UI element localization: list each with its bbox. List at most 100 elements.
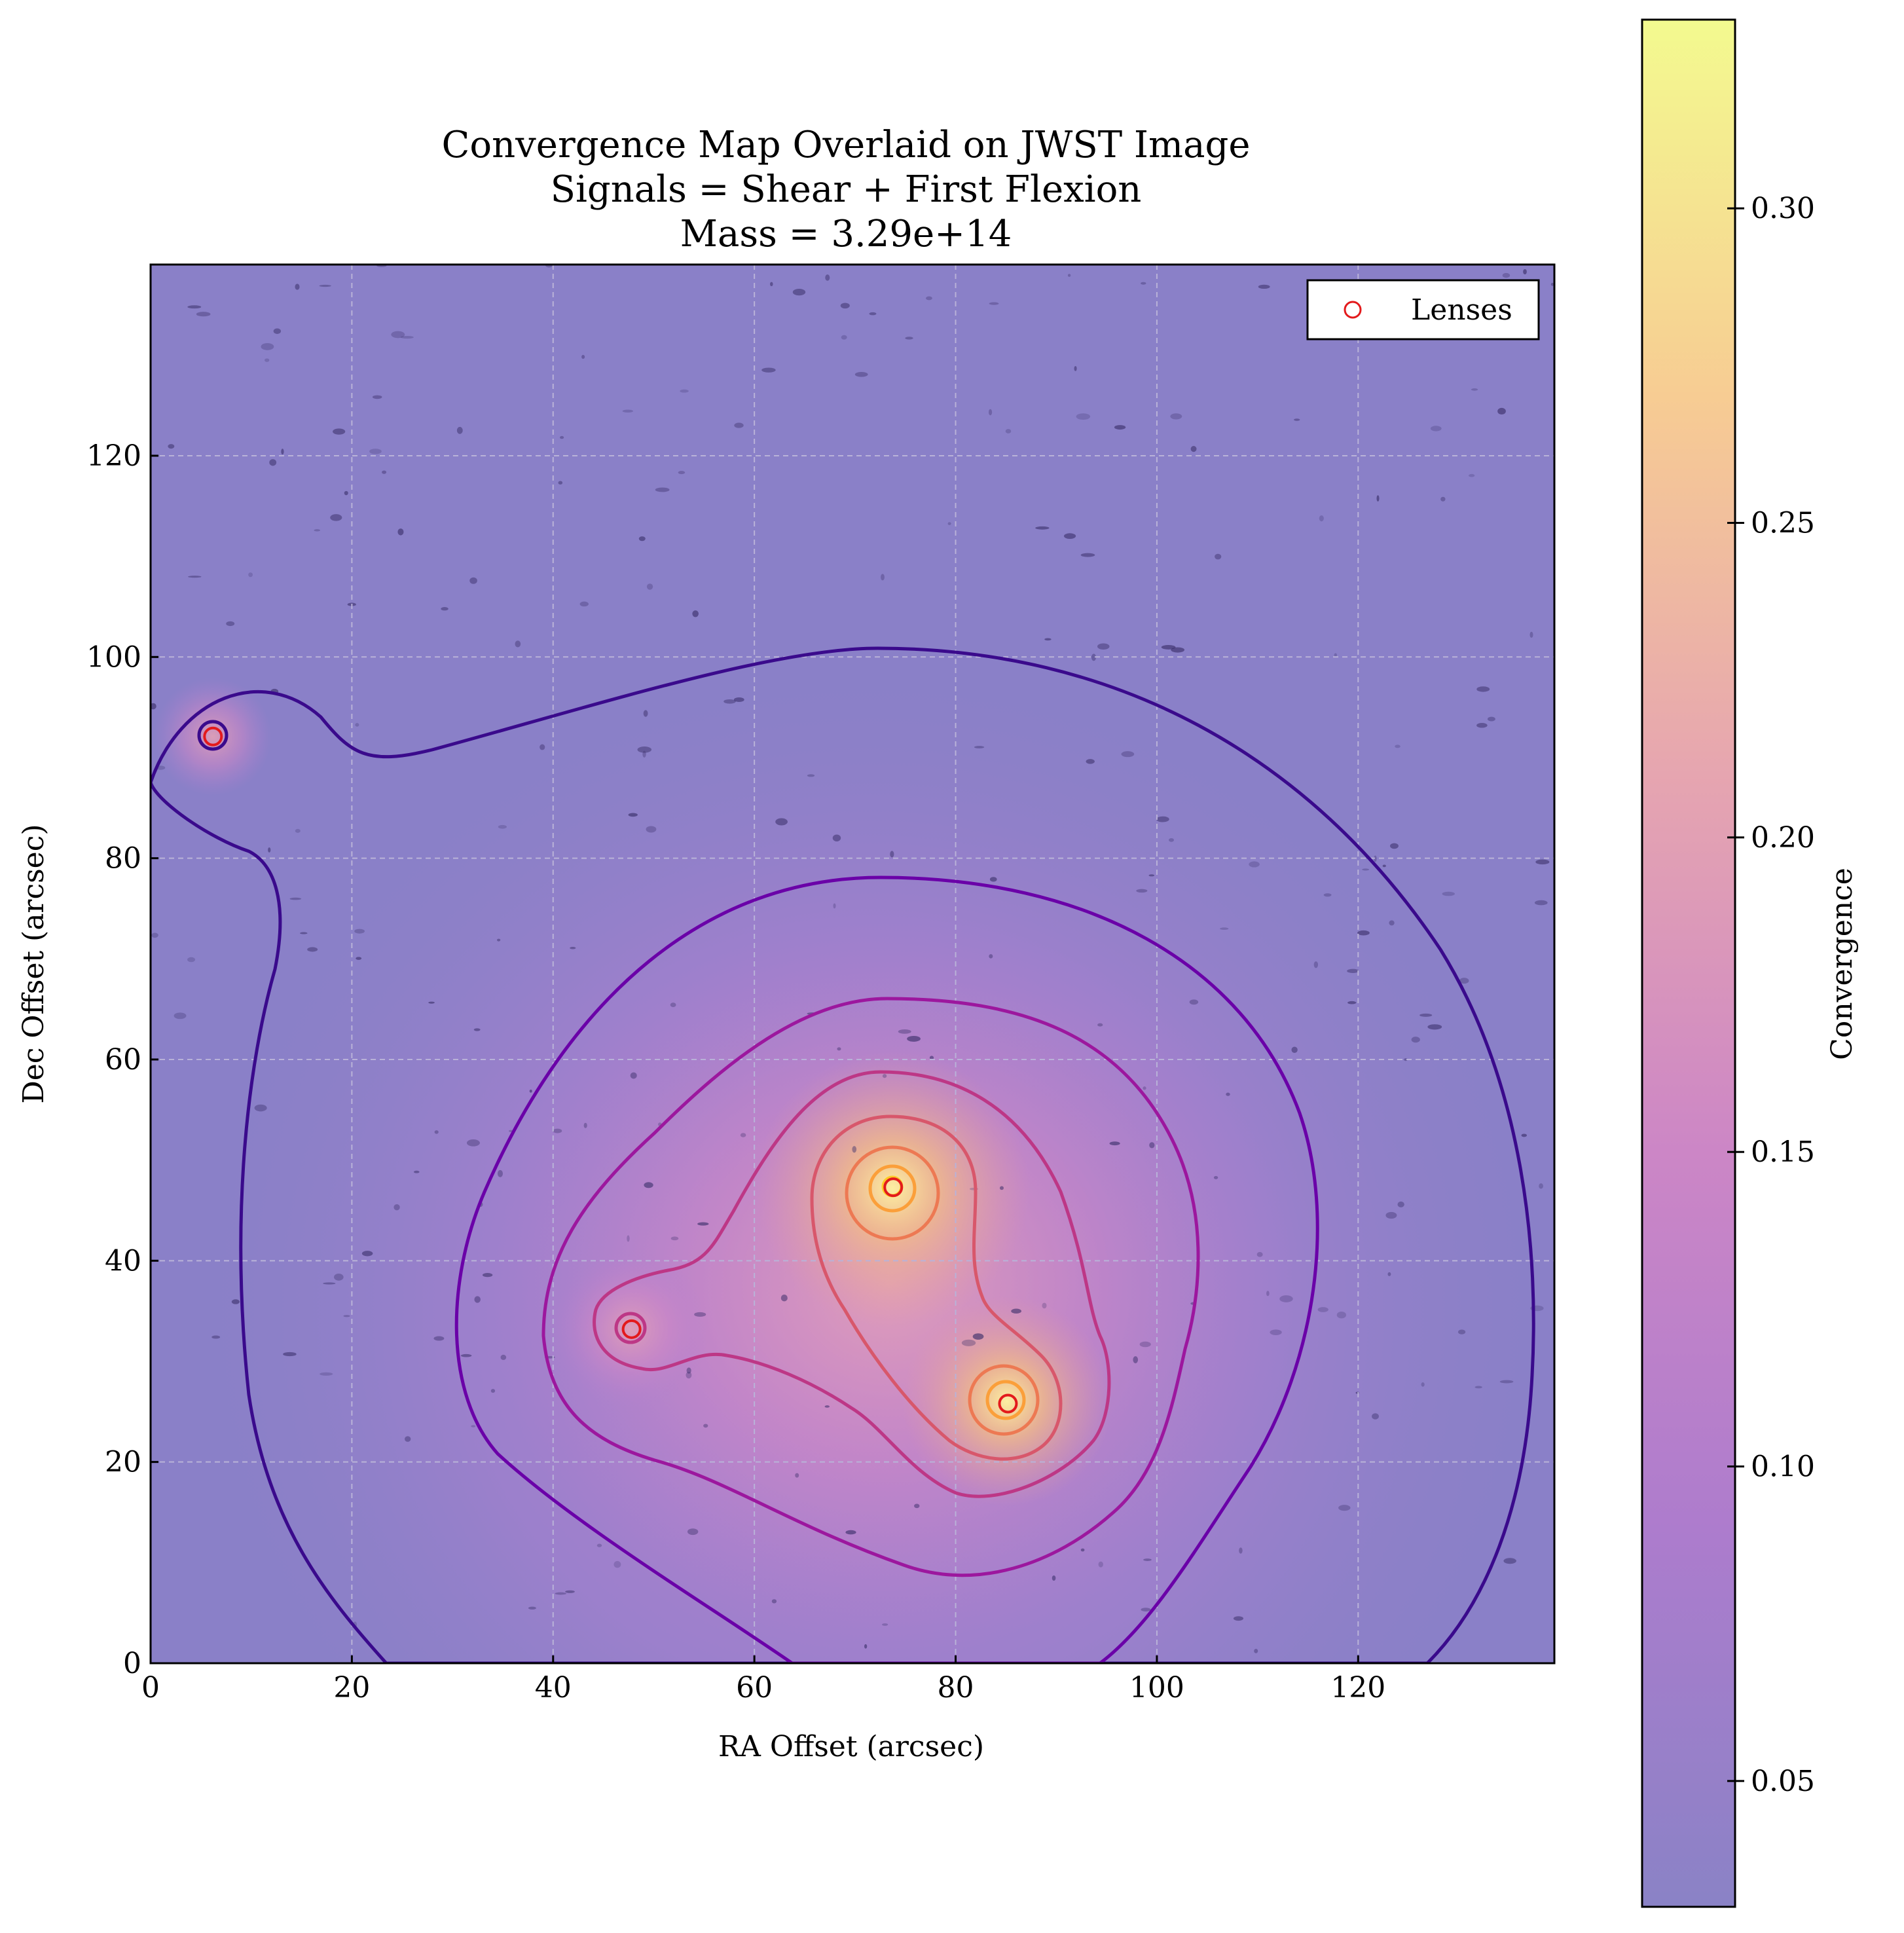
galaxy [405, 1436, 411, 1442]
galaxy [1279, 1295, 1293, 1302]
galaxy [1148, 874, 1155, 877]
galaxy [248, 572, 253, 578]
galaxy [974, 746, 985, 748]
galaxy [434, 1130, 439, 1134]
galaxy [1497, 407, 1506, 415]
galaxy [1141, 282, 1146, 285]
galaxy [196, 312, 211, 317]
galaxy [1389, 843, 1399, 849]
galaxy [1097, 1023, 1103, 1027]
galaxy [1534, 900, 1548, 906]
galaxy [344, 490, 348, 496]
galaxy [1190, 446, 1197, 452]
galaxy [1459, 978, 1469, 984]
galaxy [807, 774, 815, 777]
x-axis-label: RA Offset (arcsec) [718, 1730, 984, 1763]
galaxy [1121, 751, 1135, 758]
contour-level-7 [985, 1380, 1026, 1420]
galaxy [187, 957, 196, 963]
galaxy [498, 824, 507, 829]
galaxy [1550, 282, 1554, 286]
galaxy [319, 284, 331, 287]
lens-marker [203, 726, 223, 746]
galaxy [394, 1204, 400, 1211]
galaxy [1220, 927, 1229, 930]
galaxy [627, 1235, 630, 1242]
galaxy [474, 1296, 481, 1303]
galaxy [553, 1128, 562, 1133]
x-axis-ticks: 0 20 40 60 80 100 120 [141, 1655, 1385, 1704]
galaxy [792, 289, 806, 296]
colorbar-tick-label: 0.05 [1751, 1765, 1815, 1798]
x-tick-label: 80 [938, 1671, 974, 1704]
galaxy [471, 1425, 476, 1427]
galaxy [168, 444, 175, 449]
galaxy [1170, 413, 1182, 420]
galaxy [456, 426, 463, 434]
galaxy [1098, 1561, 1103, 1568]
galaxy [289, 897, 302, 900]
galaxy [441, 607, 449, 611]
galaxy [583, 1122, 587, 1128]
grid-lines [151, 265, 1554, 1663]
galaxy [400, 336, 414, 339]
galaxy [864, 1644, 868, 1649]
colorbar-tick-label: 0.20 [1751, 821, 1815, 855]
galaxy [265, 358, 270, 362]
legend: Lenses [1306, 279, 1540, 341]
galaxy [961, 1339, 976, 1346]
galaxy [1421, 1382, 1425, 1387]
galaxy [428, 1001, 435, 1004]
galaxy [314, 529, 321, 532]
galaxy [1133, 1356, 1139, 1363]
galaxy [1143, 1558, 1152, 1561]
galaxy [1411, 1037, 1420, 1043]
galaxy [1294, 418, 1300, 421]
x-tick-label: 120 [1330, 1671, 1385, 1704]
galaxy [733, 697, 744, 703]
galaxy [1419, 1013, 1433, 1017]
contour-level-4 [593, 1070, 1111, 1498]
galaxy [1249, 861, 1260, 868]
galaxy [1052, 1575, 1056, 1581]
galaxy [637, 746, 652, 753]
galaxy [528, 1606, 536, 1610]
galaxy [369, 449, 382, 454]
galaxy [644, 1182, 653, 1188]
galaxy [972, 1333, 984, 1340]
galaxy [1114, 425, 1126, 430]
galaxy [1005, 429, 1012, 433]
galaxy [1266, 1291, 1270, 1297]
galaxy [323, 1282, 336, 1285]
galaxy [500, 1354, 507, 1360]
galaxy [882, 1074, 887, 1078]
galaxy [929, 1056, 934, 1060]
galaxy [334, 1273, 344, 1281]
galaxy [295, 828, 301, 833]
galaxy [300, 932, 308, 934]
galaxy [734, 422, 744, 428]
contour-level-7 [868, 1164, 917, 1213]
galaxy [579, 601, 589, 607]
convergence-peak-glow [902, 1297, 1112, 1506]
y-tick-label: 60 [105, 1043, 141, 1077]
legend-label-lenses: Lenses [1411, 293, 1512, 327]
galaxy [643, 710, 648, 717]
galaxy [687, 1528, 699, 1536]
galaxy [1149, 1142, 1155, 1149]
galaxy [1189, 999, 1199, 1005]
galaxy [622, 409, 634, 413]
galaxy [1254, 1648, 1258, 1653]
galaxy [837, 1047, 841, 1051]
galaxy [694, 1312, 706, 1317]
galaxy [1143, 1086, 1146, 1090]
contour-level-3 [614, 1312, 647, 1344]
galaxy [630, 1072, 637, 1079]
galaxy [1474, 1386, 1482, 1389]
chart-title: Convergence Map Overlaid on JWST Image S… [442, 124, 1251, 255]
galaxy [1334, 653, 1337, 657]
galaxy [845, 1530, 856, 1535]
colorbar: 0.05 0.10 0.15 0.20 0.25 0.30 Convergence [1641, 18, 1859, 1908]
galaxy [914, 1503, 920, 1509]
galaxy [670, 1003, 676, 1008]
